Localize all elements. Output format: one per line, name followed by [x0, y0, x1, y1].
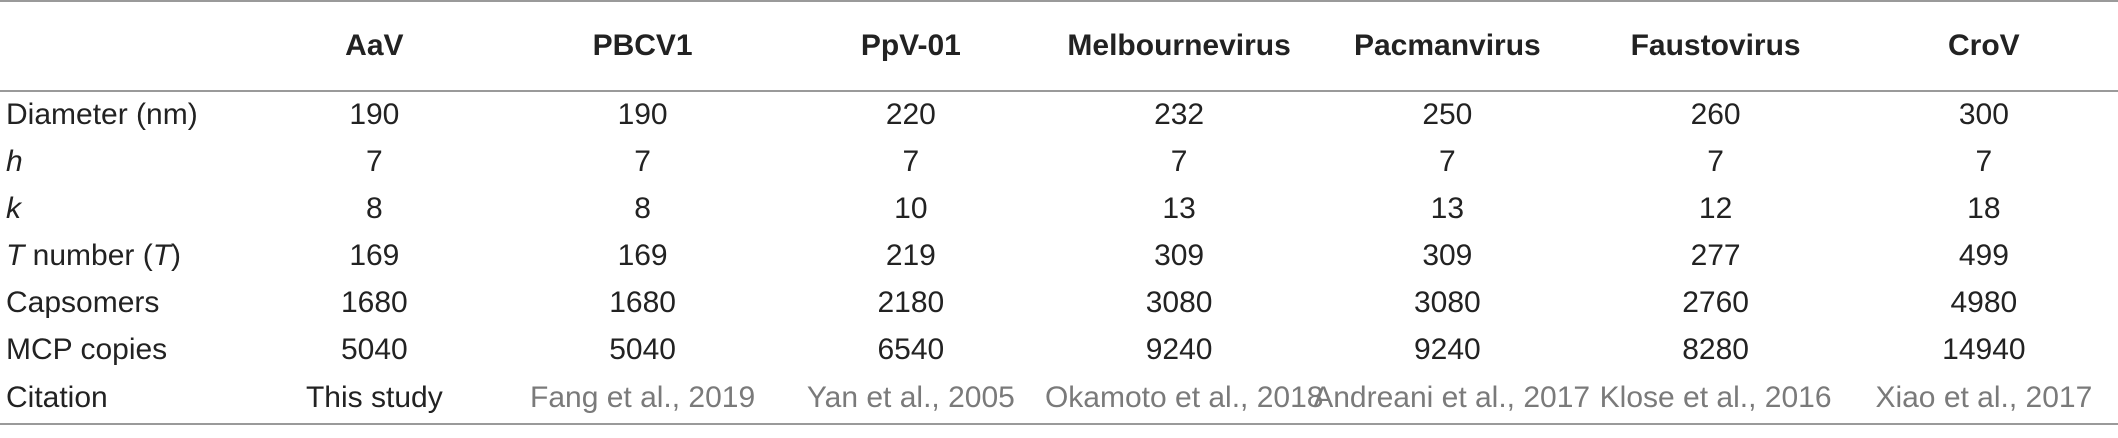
table-cell: 169	[617, 238, 668, 272]
table-cell: 1680	[609, 285, 676, 319]
table-cell: 7	[1707, 144, 1724, 178]
table-cell: 7	[1975, 144, 1993, 178]
table-cell: 4980	[1950, 285, 2018, 319]
table-cell: 2760	[1682, 285, 1749, 319]
table-cell: 6540	[877, 332, 945, 366]
virus-capsid-comparison-table: AaV PBCV1 PpV-01 Melbournevirus Pacmanvi…	[0, 0, 2118, 425]
table-cell: 300	[1958, 98, 2009, 131]
table-cell: 1680	[340, 285, 408, 319]
column-header-aav: AaV	[240, 0, 509, 92]
row-label-t-close: )	[171, 238, 182, 272]
table-row-t-number: T number (T) 169 169 219 309 309 277 499	[0, 232, 2118, 279]
table-cell: 3080	[1413, 285, 1481, 319]
table-cell: 220	[885, 98, 936, 131]
citation-link[interactable]: Yan et al., 2005	[776, 373, 1045, 425]
table-cell: 250	[1422, 98, 1473, 131]
row-label-t-symbol: T	[6, 238, 25, 272]
table-cell: 9240	[1145, 332, 1213, 366]
table-row-citation: Citation This study Fang et al., 2019 Ya…	[0, 373, 2118, 425]
row-label-citation: Citation	[0, 373, 241, 425]
citation-text: This study	[240, 373, 509, 425]
header-stub	[0, 0, 241, 92]
table-cell: 8	[366, 191, 383, 225]
table-cell: 169	[349, 238, 400, 272]
row-label-mcp-copies: MCP copies	[6, 332, 168, 366]
table-cell: 5040	[609, 332, 676, 366]
table-cell: 3080	[1145, 285, 1213, 319]
table-cell: 5040	[340, 332, 408, 366]
table-cell: 232	[1154, 98, 1205, 131]
table-cell: 2180	[877, 285, 945, 319]
table-cell: 260	[1690, 98, 1741, 131]
row-label-h: h	[6, 144, 23, 178]
table-cell: 8	[634, 191, 651, 225]
table-header-row: AaV PBCV1 PpV-01 Melbournevirus Pacmanvi…	[0, 0, 2118, 92]
column-header-pbcv1: PBCV1	[508, 0, 777, 92]
table-cell: 10	[894, 191, 928, 225]
row-label-t-symbol-paren: T	[152, 238, 172, 272]
column-header-ppv01: PpV-01	[776, 0, 1045, 92]
table-cell: 12	[1698, 191, 1733, 225]
citation-link[interactable]: Okamoto et al., 2018	[1044, 373, 1323, 425]
table-cell: 14940	[1942, 332, 2026, 366]
table-row-mcp-copies: MCP copies 5040 5040 6540 9240 9240 8280…	[0, 326, 2118, 373]
table-cell: 9240	[1413, 332, 1481, 366]
column-header-melbournevirus: Melbournevirus	[1044, 0, 1314, 92]
table-cell: 7	[366, 144, 383, 178]
table-cell: 309	[1154, 238, 1205, 272]
table-cell: 190	[349, 98, 400, 131]
table-row-capsomers: Capsomers 1680 1680 2180 3080 3080 2760 …	[0, 279, 2118, 326]
column-header-faustovirus: Faustovirus	[1581, 0, 1850, 92]
table-cell: 8280	[1682, 332, 1749, 366]
table-row-h: h 7 7 7 7 7 7 7	[0, 138, 2118, 185]
row-label-t-text: number (	[24, 238, 153, 272]
row-label-k: k	[6, 191, 21, 225]
row-label-t-number: T number (T)	[0, 232, 240, 279]
table-cell: 277	[1690, 238, 1741, 272]
table-cell: 219	[885, 238, 936, 272]
column-header-pacmanvirus: Pacmanvirus	[1313, 0, 1582, 92]
table-cell: 13	[1162, 191, 1196, 225]
table-cell: 309	[1422, 238, 1473, 272]
citation-link[interactable]: Fang et al., 2019	[508, 373, 777, 425]
table-cell: 499	[1958, 238, 2009, 272]
table-cell: 7	[902, 144, 920, 178]
table-cell: 13	[1430, 191, 1465, 225]
table-cell: 7	[1170, 144, 1188, 178]
table-row-k: k 8 8 10 13 13 12 18	[0, 185, 2118, 232]
table-cell: 190	[617, 98, 668, 131]
table-cell: 7	[634, 144, 651, 178]
citation-link[interactable]: Klose et al., 2016	[1581, 373, 1850, 425]
table-cell: 18	[1967, 191, 2001, 225]
row-label-diameter: Diameter (nm)	[6, 98, 198, 131]
table-cell: 7	[1439, 144, 1456, 178]
table-row-diameter: Diameter (nm) 190 190 220 232 250 260 30…	[0, 91, 2118, 138]
citation-link[interactable]: Andreani et al., 2017	[1313, 373, 1590, 425]
citation-link[interactable]: Xiao et al., 2017	[1849, 373, 2118, 425]
row-label-capsomers: Capsomers	[6, 285, 160, 319]
column-header-crov: CroV	[1849, 0, 2118, 92]
